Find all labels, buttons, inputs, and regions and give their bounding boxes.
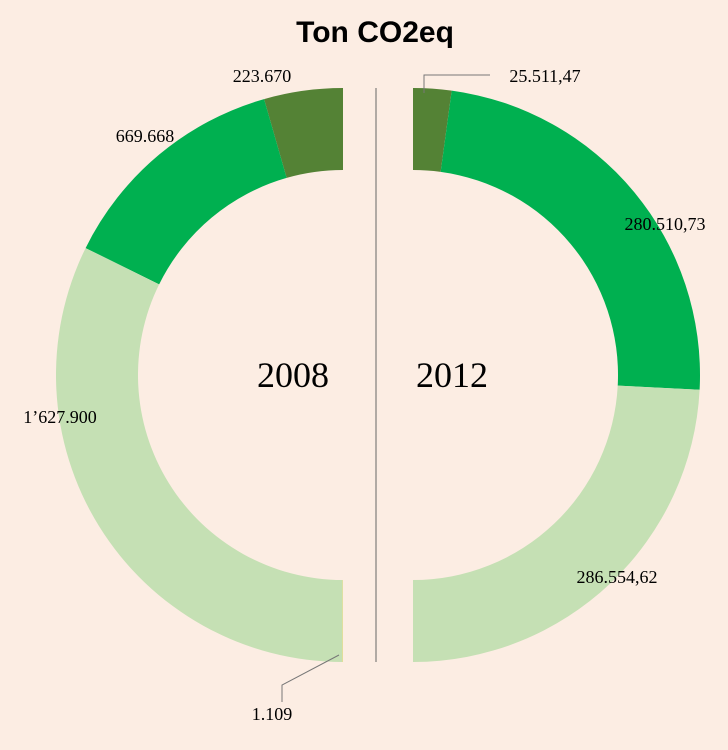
year-label: 2008 [257, 355, 329, 395]
donut-segment [55, 248, 343, 662]
data-label: 286.554,62 [577, 567, 658, 587]
donut-segment [413, 385, 700, 662]
leader-line [281, 654, 340, 702]
year-label: 2012 [416, 355, 488, 395]
data-label: 25.511,47 [509, 66, 580, 86]
data-label: 669.668 [116, 126, 175, 146]
donut-segment [85, 99, 287, 285]
chart-title: Ton CO2eq [296, 16, 454, 49]
data-label: 223.670 [233, 66, 292, 86]
data-label: 280.510,73 [625, 214, 706, 234]
data-label: 1.109 [252, 704, 293, 724]
donut-segment [413, 88, 452, 172]
donut-segment [264, 88, 343, 178]
data-label: 1’627.900 [23, 407, 97, 427]
leader-line [423, 74, 490, 93]
donut-segment [440, 90, 700, 390]
